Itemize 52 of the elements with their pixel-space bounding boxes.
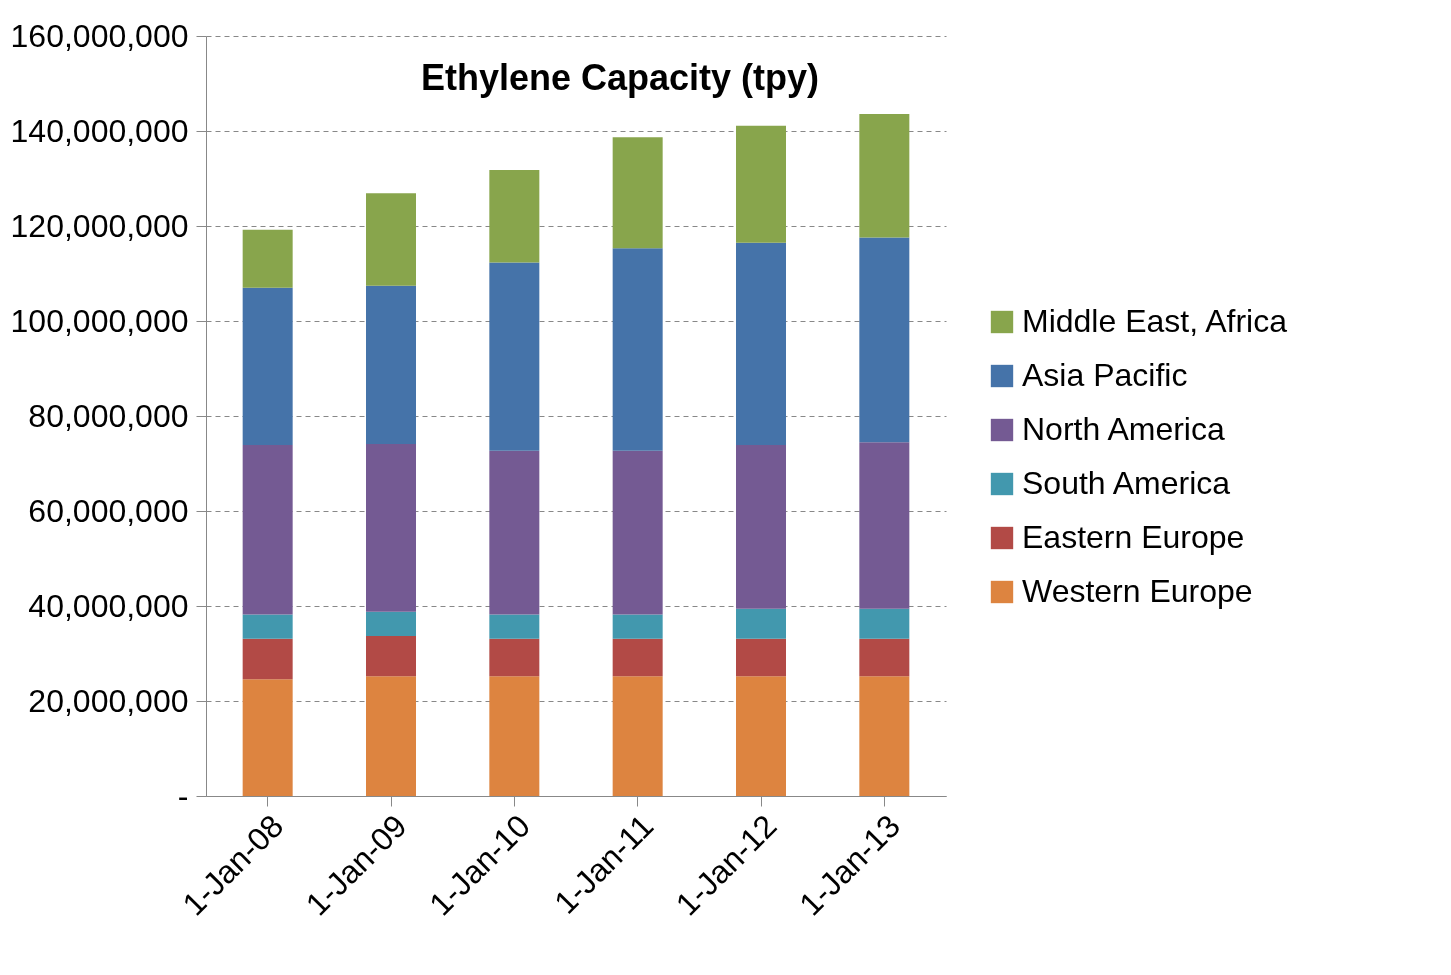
text: Ethylene Capacity (tpy) <box>421 57 820 98</box>
bar <box>736 444 786 609</box>
bar <box>736 676 786 796</box>
bar <box>736 638 786 677</box>
y-tick-label: 100,000,000 <box>10 302 189 339</box>
bar <box>859 442 910 609</box>
bar <box>242 229 293 288</box>
bar <box>859 676 910 796</box>
bar <box>242 614 293 639</box>
bar <box>736 608 786 639</box>
legend-label: Asia Pacific <box>1022 357 1188 393</box>
bar <box>489 169 540 263</box>
legend-label: Western Europe <box>1022 573 1253 609</box>
y-tick-label: 80,000,000 <box>28 397 189 434</box>
bar <box>242 638 293 680</box>
bar <box>366 635 416 677</box>
y-tick-label: 20,000,000 <box>28 682 189 719</box>
y-tick-label: 140,000,000 <box>10 112 189 149</box>
bar <box>489 676 540 796</box>
bar <box>736 125 786 243</box>
bar <box>859 608 910 639</box>
bar <box>242 444 293 615</box>
bar <box>736 242 786 445</box>
legend-label: South America <box>1022 465 1231 501</box>
bar <box>489 262 540 451</box>
bar <box>612 614 663 639</box>
bar <box>612 450 663 615</box>
bar <box>242 679 293 796</box>
bar <box>859 237 910 443</box>
bar <box>366 285 416 445</box>
bar <box>489 638 540 677</box>
bar <box>489 614 540 639</box>
bar <box>366 444 416 612</box>
bar <box>612 248 663 451</box>
bar <box>612 137 663 249</box>
bar <box>612 638 663 677</box>
legend-label: Eastern Europe <box>1022 519 1245 555</box>
bar <box>489 450 540 615</box>
bar <box>366 611 416 636</box>
bar <box>859 113 910 238</box>
y-tick-label: 120,000,000 <box>10 207 189 244</box>
legend-label: North America <box>1022 411 1225 447</box>
bar <box>366 676 416 796</box>
bar <box>612 676 663 796</box>
y-tick-label: 160,000,000 <box>10 17 189 54</box>
bar <box>859 638 910 677</box>
bar <box>242 287 293 445</box>
y-tick-label: 40,000,000 <box>28 587 189 624</box>
legend-label: Middle East, Africa <box>1022 303 1288 339</box>
y-tick-label: - <box>177 777 189 814</box>
y-tick-label: 60,000,000 <box>28 492 189 529</box>
bar <box>366 193 416 286</box>
